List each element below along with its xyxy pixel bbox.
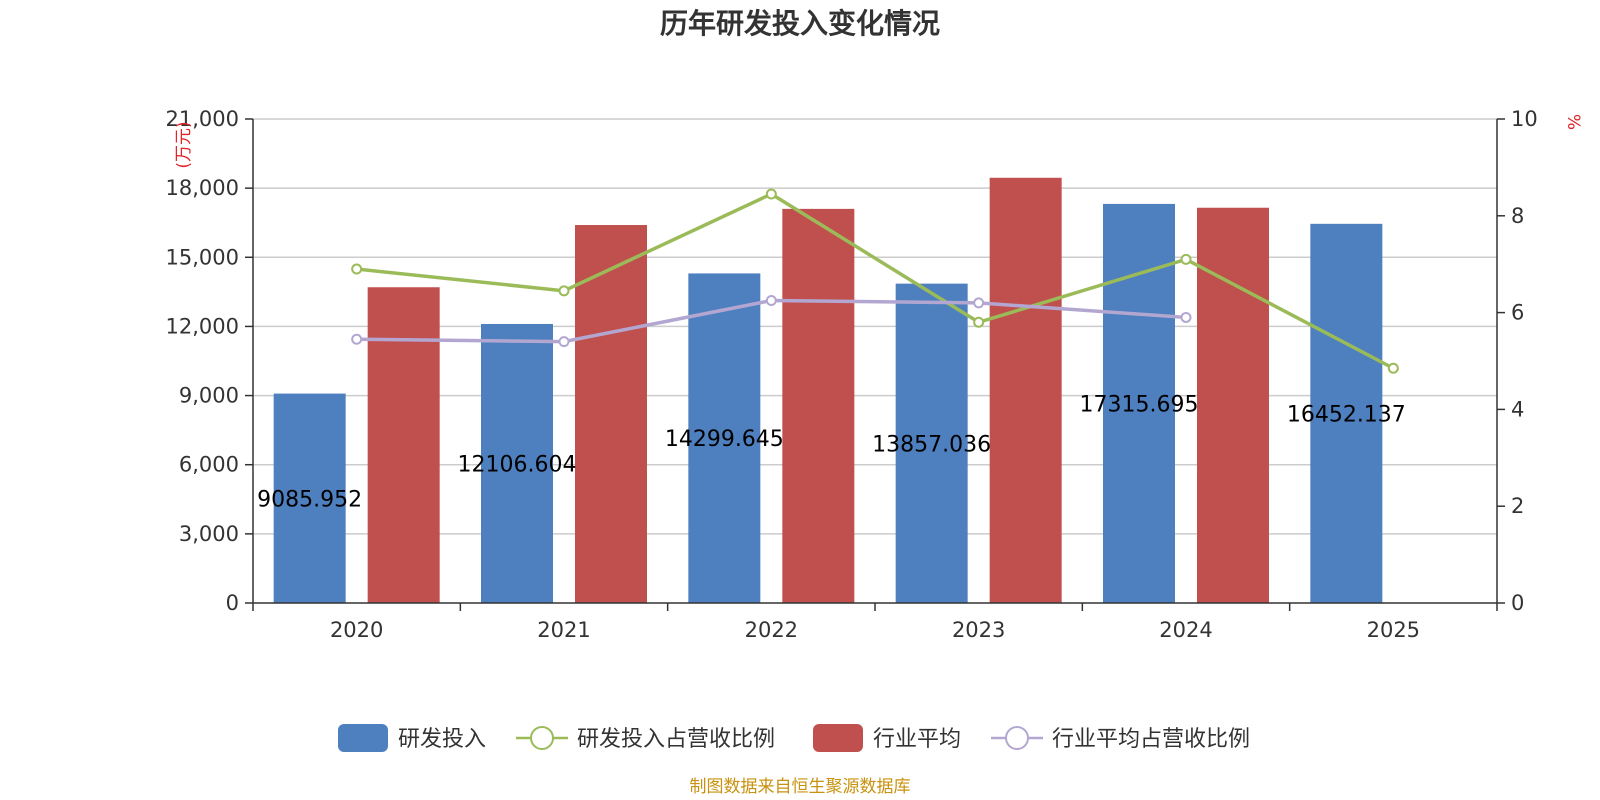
axes: 0 3,000 6,000 9,000 12,000 15,000 18,000 21,000… — [166, 107, 1538, 642]
point-rd-ratio — [1387, 362, 1399, 374]
left-tick-label: 21,000 — [166, 107, 239, 131]
left-tick-label: 15,000 — [166, 245, 239, 269]
left-tick-label: 6,000 — [179, 453, 239, 477]
bar-rd-investment — [273, 393, 346, 603]
point-rd-ratio — [351, 263, 363, 275]
x-tick-label: 2024 — [1159, 618, 1212, 642]
legend-label: 行业平均 — [873, 727, 961, 752]
point-industry-ratio — [1180, 311, 1192, 323]
source-note: 制图数据来自恒生聚源数据库 — [690, 777, 911, 797]
bar-value-label: 12106.604 — [458, 452, 577, 477]
x-tick-label: 2020 — [330, 618, 383, 642]
left-tick-label: 9,000 — [179, 384, 239, 408]
bar-value-label: 9085.952 — [257, 487, 362, 512]
point-rd-ratio — [973, 316, 985, 328]
legend-swatch-bar — [338, 724, 388, 752]
point-industry-ratio — [765, 295, 777, 306]
lines — [351, 188, 1399, 374]
chart-title: 历年研发投入变化情况 — [660, 7, 940, 40]
right-tick-label: 10 — [1511, 107, 1538, 131]
right-tick-label: 0 — [1511, 591, 1524, 615]
legend-label: 研发投入 — [398, 727, 486, 752]
point-industry-ratio — [558, 336, 570, 348]
x-tick-label: 2023 — [952, 618, 1005, 642]
point-rd-ratio — [1180, 253, 1192, 265]
bar-rd-investment — [895, 283, 968, 603]
legend-swatch-marker — [1005, 726, 1029, 750]
line-rd-ratio — [356, 192, 1395, 370]
bar-value-label: 17315.695 — [1080, 392, 1199, 417]
right-tick-label: 8 — [1511, 204, 1524, 228]
point-industry-ratio — [351, 333, 363, 345]
bar-value-label: 13857.036 — [872, 432, 991, 457]
right-tick-label: 6 — [1511, 301, 1524, 325]
bar-value-label: 14299.645 — [665, 427, 784, 452]
bar-industry-average — [575, 225, 647, 603]
bar-industry-average — [782, 208, 855, 603]
point-rd-ratio — [765, 188, 777, 200]
right-tick-label: 2 — [1511, 494, 1524, 518]
bar-industry-average — [1197, 207, 1269, 603]
left-tick-label: 3,000 — [179, 522, 239, 546]
right-axis-unit: % — [1563, 114, 1583, 130]
bar-rd-investment — [1103, 203, 1175, 603]
x-tick-label: 2025 — [1367, 618, 1420, 642]
bar-industry-average — [367, 287, 440, 603]
bar-value-label: 16452.137 — [1287, 402, 1406, 427]
legend-label: 研发投入占营收比例 — [577, 727, 775, 752]
x-tick-label: 2022 — [745, 618, 798, 642]
legend-swatch-bar — [813, 724, 863, 752]
bar-rd-investment — [481, 323, 553, 603]
left-tick-label: 18,000 — [166, 176, 239, 200]
bars — [273, 177, 1383, 603]
legend-swatch-marker — [530, 726, 554, 750]
left-tick-label: 12,000 — [166, 314, 239, 338]
bar-industry-average — [989, 177, 1062, 603]
x-tick-label: 2021 — [537, 618, 590, 642]
bar-rd-investment — [1310, 223, 1383, 603]
point-rd-ratio — [558, 285, 570, 297]
bar-labels: 9085.952 12106.604 14299.645 13857.036 17315… — [257, 392, 1406, 512]
left-tick-label: 0 — [226, 591, 239, 615]
legend: 研发投入 研发投入占营收比例 行业平均 行业平均占营收比例 — [338, 724, 1250, 752]
bar-rd-investment — [688, 273, 761, 603]
right-tick-label: 4 — [1511, 397, 1524, 421]
left-axis-unit: (万元) — [174, 121, 194, 168]
point-industry-ratio — [973, 297, 985, 309]
legend-label: 行业平均占营收比例 — [1052, 727, 1250, 752]
